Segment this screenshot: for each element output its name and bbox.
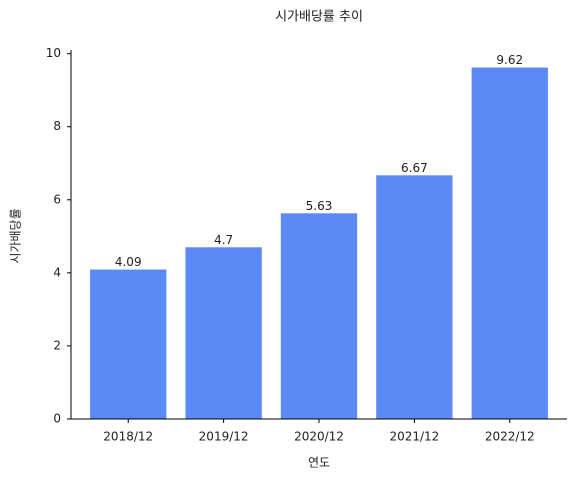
- x-tick-label: 2021/12: [389, 430, 439, 444]
- data-label: 5.63: [306, 199, 333, 213]
- y-tick-label: 0: [53, 412, 61, 426]
- x-axis-label: 연도: [308, 456, 330, 470]
- y-tick-label: 2: [53, 338, 61, 352]
- x-tick-label: 2020/12: [294, 430, 344, 444]
- data-label: 4.09: [115, 255, 142, 269]
- x-tick-label: 2018/12: [103, 430, 153, 444]
- y-tick-label: 6: [53, 192, 61, 206]
- chart-title: 시가배당률 추이: [275, 10, 363, 25]
- data-label: 4.7: [214, 233, 233, 247]
- y-tick-label: 4: [53, 265, 61, 279]
- y-tick-label: 8: [53, 119, 61, 133]
- bar: [280, 213, 358, 419]
- y-tick-label: 10: [46, 46, 61, 60]
- x-tick-label: 2019/12: [199, 430, 249, 444]
- data-label: 9.62: [496, 53, 523, 67]
- bar: [185, 247, 262, 419]
- x-tick-label: 2022/12: [485, 430, 535, 444]
- data-label: 6.67: [401, 161, 428, 175]
- bar: [376, 175, 453, 419]
- bar: [90, 269, 167, 419]
- bar: [471, 67, 548, 420]
- y-axis-label: 시가배당률: [9, 208, 23, 263]
